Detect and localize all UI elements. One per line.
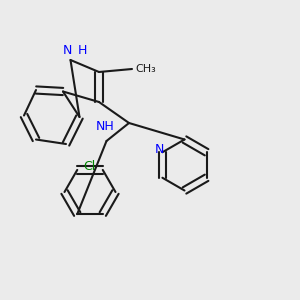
Text: CH₃: CH₃ [135,64,156,74]
Text: NH: NH [96,121,114,134]
Text: N: N [63,44,72,58]
Text: H: H [78,44,87,58]
Text: Cl: Cl [83,160,95,173]
Text: N: N [155,143,164,156]
